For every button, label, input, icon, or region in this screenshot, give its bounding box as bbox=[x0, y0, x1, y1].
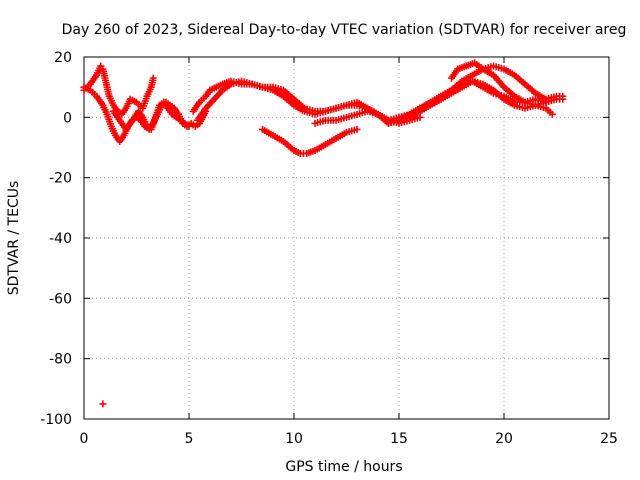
data-point bbox=[99, 400, 107, 408]
y-tick-label: -60 bbox=[49, 291, 72, 307]
series-outlier bbox=[99, 400, 107, 408]
x-tick-label: 0 bbox=[80, 431, 89, 447]
x-axis-label: GPS time / hours bbox=[285, 459, 402, 475]
x-tick-labels: 0 5 10 15 20 25 bbox=[80, 431, 618, 447]
data-point bbox=[149, 74, 157, 82]
data-point bbox=[559, 95, 567, 103]
series-arc-8 bbox=[311, 107, 424, 127]
series-arc-3 bbox=[109, 98, 193, 133]
axis-ticks bbox=[83, 56, 610, 420]
data-points bbox=[80, 59, 567, 408]
data-point bbox=[416, 113, 424, 121]
data-point bbox=[353, 125, 361, 133]
y-axis-label: SDTVAR / TECUs bbox=[6, 181, 22, 296]
y-tick-label: -20 bbox=[49, 171, 72, 187]
y-tick-label: 20 bbox=[54, 50, 72, 66]
y-tick-label: -100 bbox=[40, 412, 72, 428]
data-point bbox=[185, 122, 193, 130]
y-tick-labels: -100 -80 -60 -40 -20 0 20 bbox=[40, 50, 72, 428]
y-tick-label: 0 bbox=[63, 110, 72, 126]
data-point bbox=[542, 98, 550, 106]
series-arc-7 bbox=[448, 59, 556, 118]
y-tick-label: -80 bbox=[49, 352, 72, 368]
y-tick-label: -40 bbox=[49, 231, 72, 247]
x-tick-label: 15 bbox=[390, 431, 408, 447]
x-tick-label: 20 bbox=[495, 431, 513, 447]
series-arc-1 bbox=[80, 62, 157, 118]
x-tick-label: 10 bbox=[285, 431, 303, 447]
x-tick-label: 25 bbox=[600, 431, 618, 447]
series-arc-9 bbox=[259, 125, 361, 158]
data-point bbox=[548, 110, 556, 118]
chart-title: Day 260 of 2023, Sidereal Day-to-day VTE… bbox=[62, 22, 627, 38]
x-tick-label: 5 bbox=[185, 431, 194, 447]
